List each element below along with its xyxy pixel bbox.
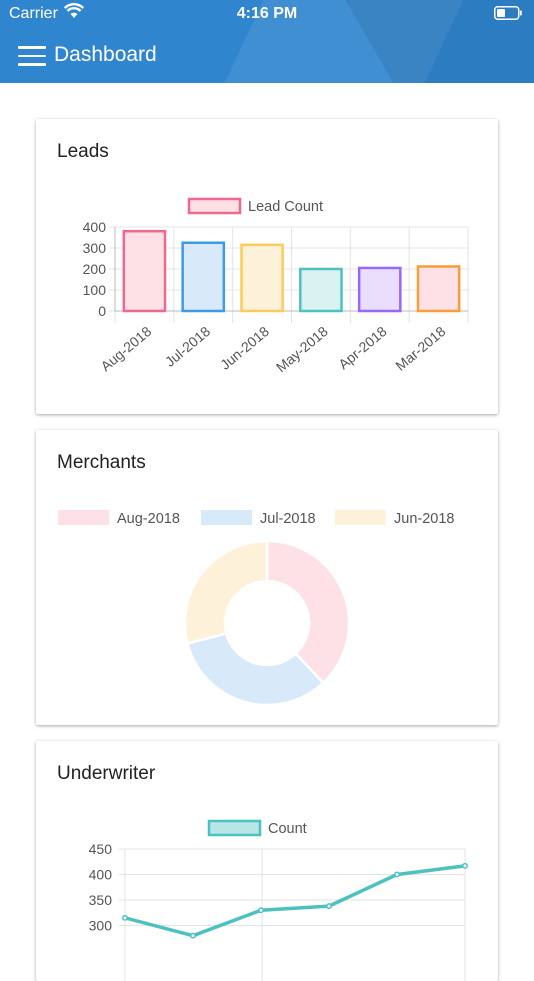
legend-label: Count	[268, 821, 307, 837]
y-tick-label: 100	[83, 282, 107, 298]
x-tick-label: Jul-2018	[162, 323, 214, 370]
bar	[357, 266, 402, 313]
legend-swatch	[207, 819, 262, 837]
battery-icon	[494, 6, 522, 20]
legend-label: Jun-2018	[394, 511, 454, 527]
underwriter-card-title: Underwriter	[57, 763, 156, 784]
nav-bar: Dashboard	[0, 40, 534, 74]
bar	[299, 267, 343, 313]
y-tick-label: 400	[83, 219, 107, 235]
underwriter-card: Underwriter Count 300 350 400 450	[36, 741, 498, 981]
x-tick-label: Apr-2018	[335, 323, 390, 372]
top-bar: Carrier 4:16 PM Dashboard	[0, 0, 534, 83]
donut-slice	[265, 539, 351, 685]
page-title: Dashboard	[54, 43, 157, 66]
leads-card-title: Leads	[57, 141, 109, 162]
merchants-card-title: Merchants	[57, 452, 146, 473]
leads-bar-chart: Lead Count 0 100 200 300 400 Aug-2018 Jul-2018 J…	[83, 197, 469, 375]
data-point	[394, 871, 400, 878]
legend-label: Lead Count	[248, 199, 323, 215]
x-tick-label: May-2018	[273, 323, 331, 375]
y-tick-label: 300	[89, 918, 113, 934]
carrier-label: Carrier	[9, 5, 58, 22]
y-tick-label: 450	[89, 841, 113, 857]
legend-label: Jul-2018	[260, 511, 316, 527]
data-point	[462, 862, 468, 869]
status-bar: Carrier 4:16 PM	[0, 0, 534, 28]
bar	[416, 265, 461, 313]
y-tick-label: 300	[83, 240, 107, 256]
donut-slice	[186, 631, 325, 707]
x-tick-label: Aug-2018	[98, 323, 155, 374]
legend-swatch	[201, 510, 252, 525]
legend-swatch	[335, 510, 386, 525]
legend-swatch	[187, 197, 242, 215]
bar	[240, 243, 284, 313]
y-tick-label: 350	[89, 892, 113, 908]
hamburger-menu-icon[interactable]	[18, 46, 46, 68]
y-tick-label: 200	[83, 261, 107, 277]
merchants-card: Merchants Aug-2018 Jul-2018 Jun-2018	[36, 430, 498, 725]
y-tick-label: 0	[98, 303, 106, 319]
bar	[122, 229, 167, 313]
bar	[181, 241, 226, 313]
data-point	[326, 903, 332, 910]
x-tick-label: Jun-2018	[217, 323, 272, 373]
donut-slice	[183, 539, 269, 645]
clock-time: 4:16 PM	[236, 5, 298, 22]
x-tick-label: Mar-2018	[392, 323, 448, 374]
legend-swatch	[58, 510, 109, 525]
underwriter-line-chart: Count 300 350 400 450	[89, 819, 468, 981]
series-line	[124, 864, 466, 938]
y-tick-label: 400	[89, 867, 113, 883]
leads-card: Leads Lead Count 0 100 200 300 400 Aug-2018 Jul…	[36, 119, 498, 414]
data-point	[190, 932, 196, 939]
wifi-icon	[64, 3, 84, 18]
data-point	[258, 907, 264, 914]
data-point	[122, 914, 128, 921]
merchants-donut-chart: Aug-2018 Jul-2018 Jun-2018	[58, 510, 454, 707]
legend-label: Aug-2018	[117, 511, 180, 527]
